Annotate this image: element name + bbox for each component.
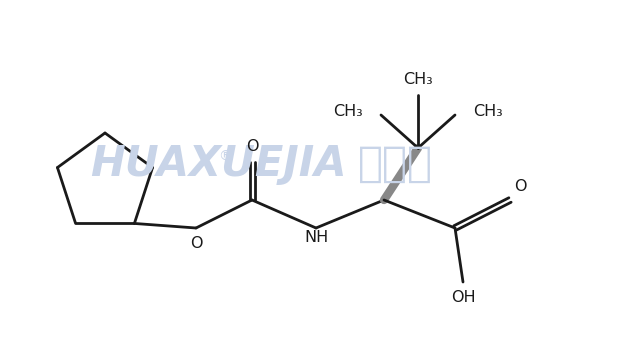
Text: O: O: [190, 236, 202, 251]
Text: CH₃: CH₃: [473, 103, 503, 118]
Text: HUAXUEJIA: HUAXUEJIA: [90, 143, 346, 185]
Text: CH₃: CH₃: [333, 103, 363, 118]
Text: O: O: [246, 139, 258, 154]
Text: NH: NH: [304, 230, 328, 245]
Text: ®: ®: [218, 150, 232, 164]
Text: CH₃: CH₃: [403, 72, 433, 87]
Text: OH: OH: [451, 290, 475, 305]
Text: O: O: [514, 179, 527, 194]
Text: 化学加: 化学加: [358, 143, 432, 185]
